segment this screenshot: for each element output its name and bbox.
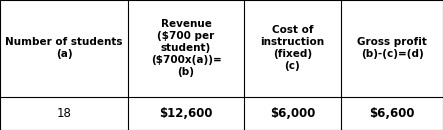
Text: Gross profit
(b)-(c)=(d): Gross profit (b)-(c)=(d) (357, 37, 427, 59)
Text: 18: 18 (57, 107, 72, 120)
Text: Revenue
($700 per
student)
($700x(a))=
(b): Revenue ($700 per student) ($700x(a))= (… (151, 19, 222, 77)
Text: Number of students
(a): Number of students (a) (5, 37, 123, 59)
Text: $6,600: $6,600 (369, 107, 415, 120)
Text: Cost of
instruction
(fixed)
(c): Cost of instruction (fixed) (c) (260, 25, 324, 71)
Text: $12,600: $12,600 (159, 107, 213, 120)
Text: $6,000: $6,000 (270, 107, 315, 120)
